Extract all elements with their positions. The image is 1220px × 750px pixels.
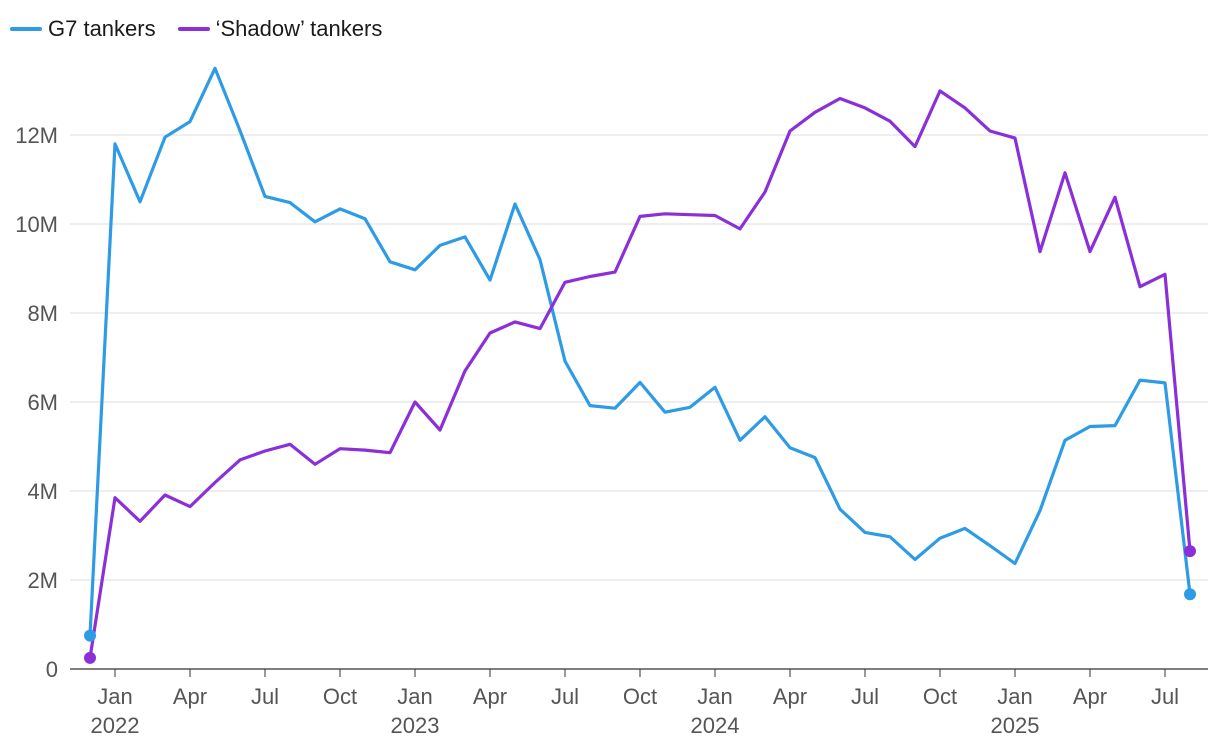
x-tick-label: Apr — [473, 684, 507, 709]
shadow-start-point[interactable] — [84, 651, 96, 664]
y-tick-label: 8M — [27, 301, 58, 326]
x-tick-label: Apr — [1073, 684, 1107, 709]
x-tick-label: Apr — [773, 684, 807, 709]
series-line-shadow[interactable] — [88, 89, 1192, 660]
legend-item-g7[interactable]: G7 tankers — [10, 16, 156, 42]
g7-end-point[interactable] — [1184, 588, 1196, 601]
chart-legend: G7 tankers ‘Shadow’ tankers — [10, 16, 404, 42]
gridlines — [70, 134, 1208, 670]
x-axis-ticks: Jan 2022 Apr Jul Oct Jan 2023 Apr Jul Oct Jan 2024 A… — [91, 669, 1179, 738]
x-tick-year-label: 2022 — [91, 713, 140, 738]
y-tick-label: 2M — [27, 568, 58, 593]
series-end-markers — [84, 545, 1196, 664]
legend-swatch-g7 — [10, 27, 42, 31]
y-tick-label: 10M — [15, 212, 58, 237]
x-tick-label: Jan — [997, 684, 1032, 709]
legend-label-shadow: ‘Shadow’ tankers — [215, 16, 383, 41]
x-tick-year-label: 2025 — [991, 713, 1040, 738]
x-tick-label: Jan — [397, 684, 432, 709]
y-tick-label: 12M — [15, 123, 58, 148]
x-tick-label: Jul — [551, 684, 579, 709]
series-lines — [88, 66, 1192, 660]
x-tick-label: Jan — [697, 684, 732, 709]
x-tick-year-label: 2024 — [691, 713, 740, 738]
y-axis-ticks: 0 2M 4M 6M 8M 10M 12M — [15, 123, 58, 682]
legend-swatch-shadow — [177, 27, 210, 31]
x-tick-label: Jan — [97, 684, 132, 709]
y-tick-label: 0 — [46, 657, 58, 682]
y-tick-label: 6M — [27, 390, 58, 415]
series-line-g7[interactable] — [88, 66, 1192, 638]
x-tick-label: Oct — [923, 684, 957, 709]
shadow-end-point[interactable] — [1184, 545, 1196, 558]
y-tick-label: 4M — [27, 479, 58, 504]
legend-label-g7: G7 tankers — [48, 16, 156, 41]
g7-start-point[interactable] — [84, 629, 96, 642]
x-tick-label: Oct — [323, 684, 357, 709]
x-tick-label: Oct — [623, 684, 657, 709]
x-tick-label: Jul — [251, 684, 279, 709]
x-tick-year-label: 2023 — [391, 713, 440, 738]
x-tick-label: Apr — [173, 684, 207, 709]
legend-item-shadow[interactable]: ‘Shadow’ tankers — [177, 16, 383, 42]
x-tick-label: Jul — [1151, 684, 1179, 709]
x-tick-label: Jul — [851, 684, 879, 709]
